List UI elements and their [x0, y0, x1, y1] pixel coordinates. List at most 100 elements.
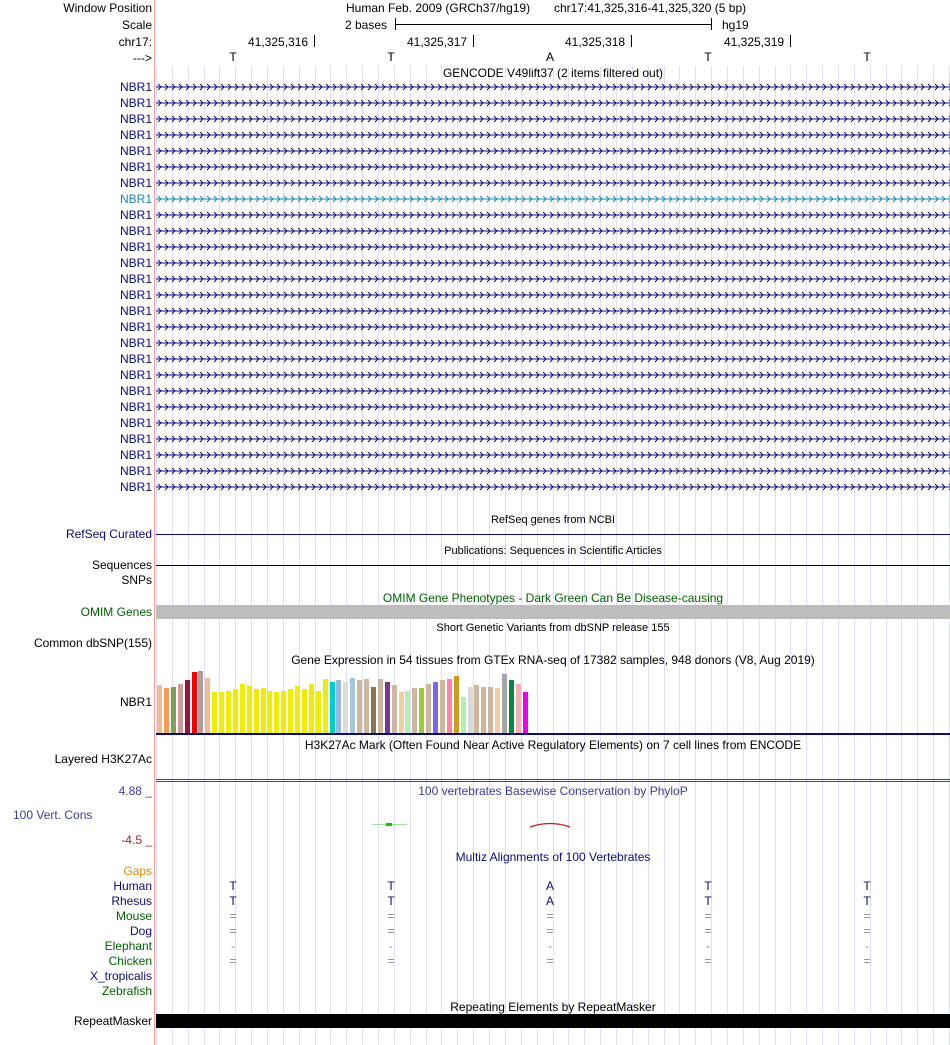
gtex-tissue-bar[interactable] [446, 679, 452, 733]
gencode-item-label[interactable]: NBR1 [119, 256, 152, 270]
multiz-species-label[interactable]: Zebrafish [101, 984, 152, 998]
gtex-tissue-bar[interactable] [370, 687, 376, 733]
gtex-tissue-bar[interactable] [322, 679, 328, 733]
strand-label[interactable]: ---> [133, 51, 152, 65]
gencode-transcript[interactable] [156, 225, 950, 237]
gtex-tissue-bar[interactable] [226, 691, 231, 733]
gencode-item-label[interactable]: NBR1 [119, 240, 152, 254]
gencode-item-label[interactable]: NBR1 [119, 288, 152, 302]
gencode-item-label[interactable]: NBR1 [119, 400, 152, 414]
gencode-transcript[interactable] [156, 97, 950, 109]
gtex-tissue-bar[interactable] [267, 691, 273, 733]
gtex-tissue-bar[interactable] [515, 684, 521, 733]
gtex-tissue-bar[interactable] [426, 684, 432, 733]
gtex-tissue-bar[interactable] [184, 680, 190, 733]
cons-track-label[interactable]: 100 Vert. Cons [13, 808, 93, 822]
gencode-transcript[interactable] [156, 161, 950, 173]
multiz-species-label[interactable]: Mouse [115, 909, 152, 923]
gencode-transcript[interactable] [156, 145, 950, 157]
gencode-transcript[interactable] [156, 401, 950, 413]
gtex-track-label[interactable]: NBR1 [119, 695, 152, 709]
refseq-intron-line[interactable] [156, 534, 950, 535]
gtex-tissue-bar[interactable] [198, 671, 204, 733]
gtex-tissue-bar[interactable] [253, 689, 259, 733]
gtex-tissue-bar[interactable] [495, 688, 501, 733]
gtex-tissue-bar[interactable] [433, 682, 438, 733]
gtex-tissue-bar[interactable] [502, 674, 507, 733]
gtex-tissue-bar[interactable] [522, 692, 528, 733]
gtex-tissue-bar[interactable] [453, 676, 459, 733]
omim-track-title[interactable]: OMIM Gene Phenotypes - Dark Green Can Be… [382, 591, 724, 605]
refseq-track-title[interactable]: RefSeq genes from NCBI [490, 514, 616, 526]
gencode-item-label[interactable]: NBR1 [119, 416, 152, 430]
gtex-tissue-bar[interactable] [288, 689, 294, 733]
gencode-transcript[interactable] [156, 289, 950, 301]
multiz-species-label[interactable]: Rhesus [111, 894, 152, 908]
gtex-tissue-bar[interactable] [170, 687, 176, 733]
gencode-transcript[interactable] [156, 305, 950, 317]
gtex-tissue-bar[interactable] [177, 684, 183, 733]
gencode-item-label[interactable]: NBR1 [119, 272, 152, 286]
gtex-tissue-bar[interactable] [343, 682, 349, 733]
gtex-tissue-bar[interactable] [329, 682, 335, 733]
gencode-item-label[interactable]: NBR1 [119, 176, 152, 190]
gencode-item-label[interactable]: NBR1 [119, 352, 152, 366]
pubs-track-label[interactable]: Sequences [91, 558, 152, 572]
gtex-tissue-bar[interactable] [377, 679, 383, 733]
gtex-tissue-bar[interactable] [260, 688, 266, 733]
multiz-track-title[interactable]: Multiz Alignments of 100 Vertebrates [455, 850, 651, 864]
gencode-transcript[interactable] [156, 417, 950, 429]
h3k27ac-track-label[interactable]: Layered H3K27Ac [54, 752, 152, 766]
gencode-item-label[interactable]: NBR1 [119, 304, 152, 318]
gtex-tissue-bar[interactable] [219, 692, 225, 733]
gtex-tissue-bar[interactable] [205, 678, 211, 733]
gtex-tissue-bar[interactable] [295, 686, 300, 733]
gtex-tissue-bar[interactable] [439, 680, 445, 733]
gencode-item-label[interactable]: NBR1 [119, 208, 152, 222]
gencode-item-label[interactable]: NBR1 [119, 80, 152, 94]
gencode-transcript[interactable] [156, 465, 950, 477]
gtex-tissue-bar[interactable] [467, 687, 473, 733]
dbsnp-track-title[interactable]: Short Genetic Variants from dbSNP releas… [436, 622, 670, 634]
gencode-item-label[interactable]: NBR1 [119, 192, 152, 206]
gtex-tissue-bar[interactable] [391, 685, 397, 733]
gtex-tissue-bar[interactable] [336, 680, 342, 733]
gencode-item-label[interactable]: NBR1 [119, 96, 152, 110]
gtex-tissue-bar[interactable] [412, 688, 418, 733]
gtex-bar-chart[interactable] [156, 667, 556, 733]
gencode-item-label[interactable]: NBR1 [119, 336, 152, 350]
pubs-line[interactable] [156, 565, 950, 566]
gtex-tissue-bar[interactable] [419, 688, 425, 733]
gencode-item-label[interactable]: NBR1 [119, 160, 152, 174]
gencode-item-label[interactable]: NBR1 [119, 464, 152, 478]
gencode-item-label[interactable]: NBR1 [119, 432, 152, 446]
h3k27ac-track-title[interactable]: H3K27Ac Mark (Often Found Near Active Re… [304, 738, 802, 752]
gencode-transcript[interactable] [156, 449, 950, 461]
gencode-transcript[interactable] [156, 433, 950, 445]
gencode-transcript[interactable] [156, 209, 950, 221]
gencode-item-label[interactable]: NBR1 [119, 384, 152, 398]
multiz-species-label[interactable]: Human [113, 879, 152, 893]
chrom-label[interactable]: chr17: [118, 35, 152, 49]
gencode-item-label[interactable]: NBR1 [119, 112, 152, 126]
gtex-tissue-bar[interactable] [488, 687, 494, 733]
gtex-tissue-bar[interactable] [460, 697, 466, 733]
multiz-species-label[interactable]: Elephant [104, 939, 152, 953]
multiz-species-label[interactable]: X_tropicalis [89, 969, 152, 983]
gtex-tissue-bar[interactable] [357, 680, 363, 733]
omim-track-label[interactable]: OMIM Genes [80, 605, 152, 619]
gtex-tissue-bar[interactable] [301, 689, 307, 733]
gtex-tissue-bar[interactable] [315, 691, 321, 733]
gencode-item-label[interactable]: NBR1 [119, 144, 152, 158]
gencode-transcript[interactable] [156, 129, 950, 141]
scale-label[interactable]: Scale [121, 18, 152, 32]
gtex-tissue-bar[interactable] [508, 680, 514, 733]
gencode-transcript[interactable] [156, 113, 950, 125]
gencode-transcript[interactable] [156, 193, 950, 205]
cons-track-title[interactable]: 100 vertebrates Basewise Conservation by… [418, 784, 688, 798]
gtex-tissue-bar[interactable] [232, 689, 238, 733]
gencode-transcript[interactable] [156, 481, 950, 493]
gencode-item-label[interactable]: NBR1 [119, 448, 152, 462]
gtex-tissue-bar[interactable] [398, 692, 404, 733]
cons-green-mark[interactable] [386, 823, 392, 826]
